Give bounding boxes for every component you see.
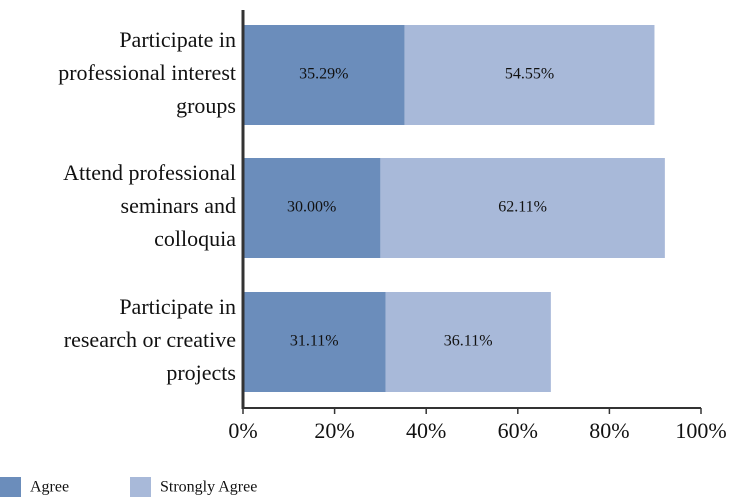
x-tick-label: 40% [406, 418, 446, 443]
category-label: Participate in professional interest group… [58, 27, 236, 118]
category-label: Attend professional seminars and colloquia [63, 160, 236, 251]
legend-swatch [130, 477, 151, 497]
bar-segment [385, 292, 551, 392]
value-label: 31.11% [290, 333, 339, 350]
x-tick-label: 60% [498, 418, 538, 443]
value-label: 36.11% [444, 333, 493, 350]
legend-swatch [0, 477, 21, 497]
legend-label: Agree [30, 479, 69, 496]
bar-segment [243, 25, 405, 125]
x-tick-label: 20% [314, 418, 354, 443]
category-label: Participate in research or creative projec… [64, 294, 236, 385]
x-tick-label: 80% [589, 418, 629, 443]
value-label: 54.55% [505, 66, 554, 83]
x-tick-label: 100% [675, 418, 726, 443]
bar-segment [380, 158, 665, 258]
value-label: 30.00% [287, 199, 336, 216]
bar-segment [243, 292, 386, 392]
value-label: 62.11% [498, 199, 547, 216]
legend-label: Strongly Agree [160, 479, 257, 496]
x-tick-label: 0% [228, 418, 257, 443]
value-label: 35.29% [299, 66, 348, 83]
bar-segment [404, 25, 655, 125]
bar-segment [243, 158, 381, 258]
